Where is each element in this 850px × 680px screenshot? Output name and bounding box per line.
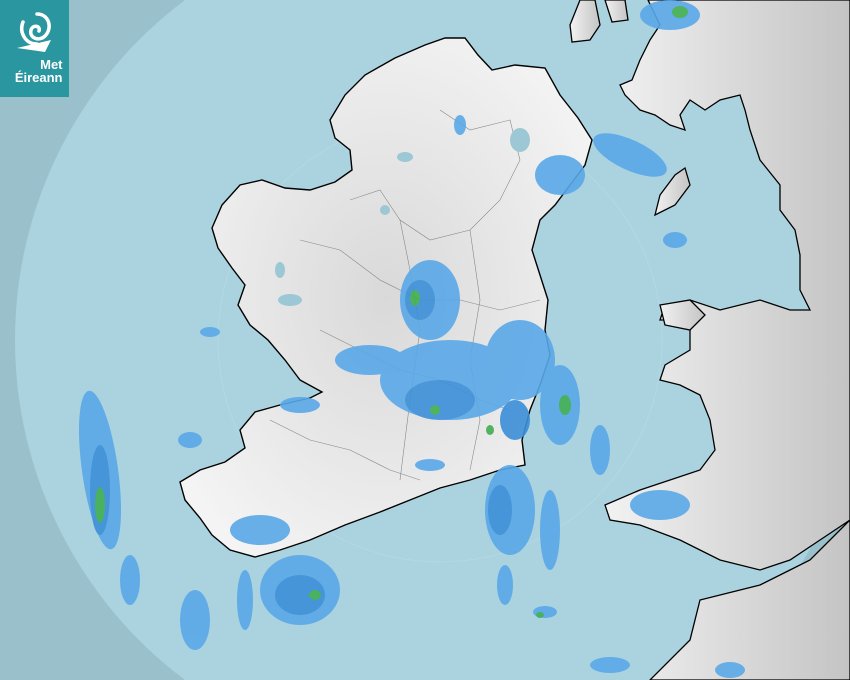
met-eireann-swirl-icon [16, 12, 51, 52]
isle-of-man [654, 166, 691, 217]
met-eireann-logo[interactable]: Met Éireann [0, 0, 69, 97]
logo-text-eireann: Éireann [14, 70, 63, 85]
rain-heavy [95, 6, 688, 618]
anglesey [659, 299, 706, 331]
rain-moderate [90, 280, 530, 615]
precipitation-layer [78, 0, 745, 678]
logo-text-met: Met [40, 57, 63, 72]
rain-light [78, 0, 745, 678]
